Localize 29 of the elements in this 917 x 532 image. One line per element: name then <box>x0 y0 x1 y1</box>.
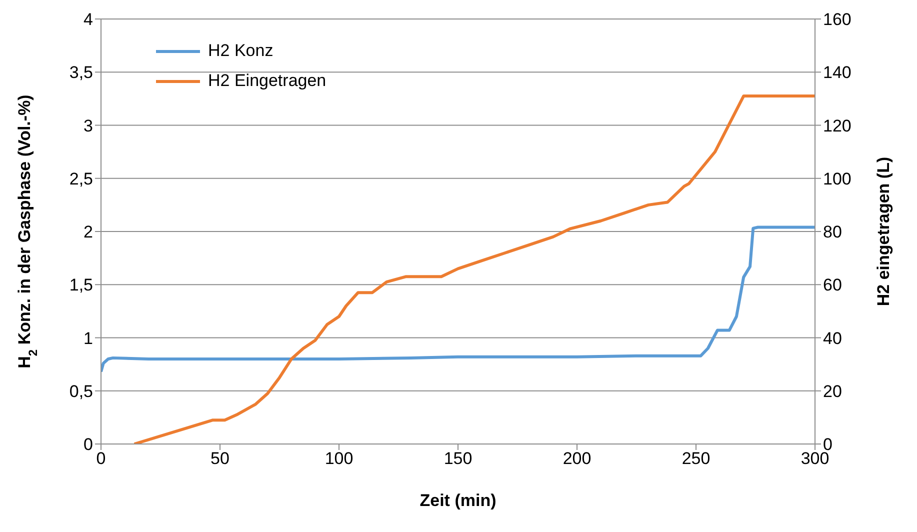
y2-tick-label: 120 <box>823 116 852 136</box>
y-tick-label: 3,5 <box>69 63 93 82</box>
y2-tick-label: 160 <box>823 10 852 30</box>
y-tick-label: 0 <box>84 435 93 454</box>
x-tick-label: 250 <box>682 449 710 468</box>
x-tick-label: 150 <box>444 449 472 468</box>
x-tick-label: 50 <box>210 449 230 468</box>
legend-label: H2 Konz <box>208 40 274 62</box>
y-tick-label: 2,5 <box>69 169 93 188</box>
y2-axis-title: H2 eingetragen (L) <box>874 156 893 306</box>
y2-tick-label: 100 <box>823 169 852 188</box>
y-tick-label: 1 <box>84 328 93 348</box>
y2-tick-label: 140 <box>823 63 852 82</box>
y2-tick-label: 40 <box>823 328 842 348</box>
x-tick-label: 0 <box>96 449 106 468</box>
y-tick-label: 3 <box>84 116 93 136</box>
y2-tick-label: 80 <box>823 222 842 242</box>
line-series <box>132 94 815 444</box>
x-axis-title: Zeit (min) <box>420 491 496 510</box>
y-tick-label: 1,5 <box>69 276 93 295</box>
y-tick-label: 0,5 <box>69 382 93 401</box>
x-tick-label: 100 <box>324 449 354 468</box>
legend-label: H2 Eingetragen <box>208 70 326 92</box>
x-tick-label: 200 <box>562 449 592 468</box>
y-tick-label: 4 <box>84 10 93 30</box>
x-tick-label: 300 <box>800 449 830 468</box>
y-tick-label: 2 <box>84 222 93 242</box>
y2-tick-label: 60 <box>823 276 842 295</box>
y2-tick-label: 20 <box>823 382 842 401</box>
